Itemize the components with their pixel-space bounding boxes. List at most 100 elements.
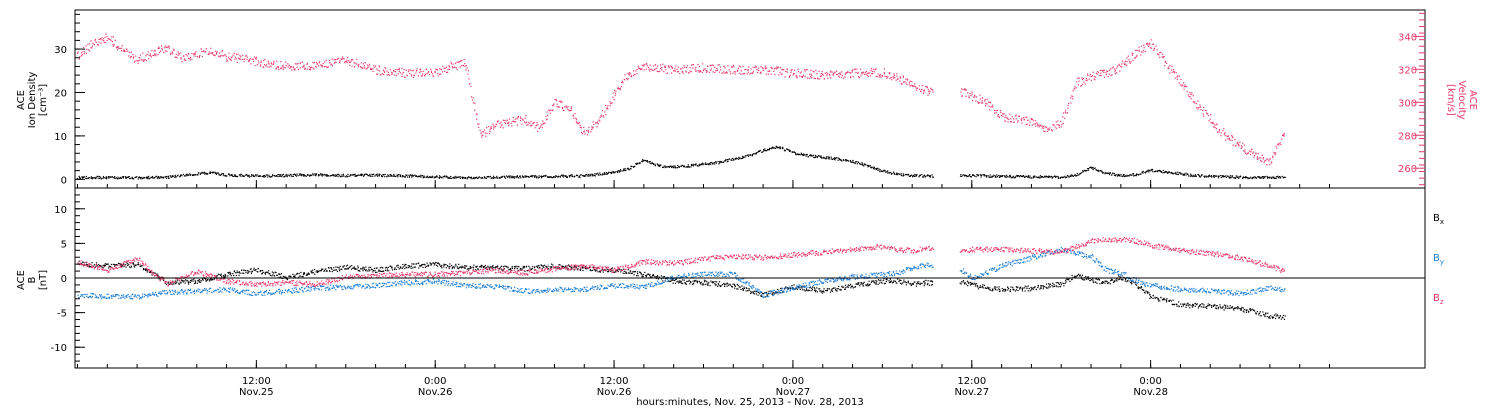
- data-point: [134, 176, 136, 179]
- data-point: [903, 174, 905, 176]
- data-point: [451, 66, 453, 68]
- data-point: [762, 293, 765, 295]
- data-point: [455, 62, 457, 64]
- data-point: [246, 56, 248, 58]
- data-point: [374, 66, 376, 68]
- data-point: [423, 175, 425, 177]
- data-point: [775, 147, 777, 150]
- data-point: [729, 71, 731, 73]
- data-point: [860, 163, 862, 165]
- data-point: [1277, 143, 1279, 145]
- data-point: [719, 162, 721, 164]
- data-point: [762, 148, 765, 151]
- data-point: [710, 163, 712, 165]
- data-point: [502, 127, 504, 129]
- data-point: [389, 74, 391, 76]
- data-point: [830, 71, 832, 73]
- data-point: [334, 61, 336, 63]
- data-point: [690, 281, 692, 283]
- data-point: [637, 271, 639, 273]
- data-point: [1146, 170, 1148, 172]
- data-point: [594, 175, 596, 177]
- data-point: [796, 288, 798, 290]
- data-point: [770, 66, 772, 68]
- data-point: [317, 174, 320, 176]
- data-point: [801, 76, 803, 78]
- data-point: [1086, 276, 1089, 278]
- data-point: [117, 176, 119, 178]
- data-point: [847, 160, 850, 162]
- data-point: [353, 267, 355, 269]
- data-point: [1091, 167, 1093, 169]
- data-point: [1148, 169, 1150, 172]
- data-point: [208, 172, 210, 174]
- data-point: [999, 288, 1001, 291]
- data-point: [448, 66, 450, 68]
- data-point: [486, 268, 488, 271]
- data-point: [108, 38, 110, 40]
- data-point: [1243, 144, 1245, 146]
- data-point: [989, 174, 991, 176]
- data-point: [632, 74, 635, 77]
- data-point: [802, 286, 804, 288]
- data-point: [437, 73, 439, 75]
- data-point: [792, 74, 794, 76]
- data-point: [276, 60, 278, 62]
- data-point: [881, 282, 883, 284]
- data-point: [859, 163, 861, 165]
- data-point: [890, 281, 892, 283]
- data-point: [517, 177, 519, 179]
- data-point: [863, 165, 865, 167]
- data-point: [614, 271, 617, 273]
- data-point: [1213, 176, 1215, 178]
- data-point: [1151, 169, 1153, 171]
- data-point: [119, 177, 121, 179]
- data-point: [380, 174, 383, 177]
- data-point: [739, 72, 741, 74]
- data-point: [871, 280, 873, 282]
- data-point: [515, 265, 517, 267]
- data-point: [1072, 95, 1074, 98]
- data-point: [1105, 72, 1107, 74]
- data-point: [1186, 91, 1188, 93]
- data-point: [327, 66, 330, 68]
- data-point: [290, 174, 293, 176]
- data-point: [1261, 177, 1263, 179]
- data-point: [846, 71, 848, 73]
- data-point: [716, 281, 718, 283]
- data-point: [91, 262, 93, 264]
- data-point: [504, 175, 506, 177]
- data-point: [198, 56, 201, 59]
- data-point: [386, 268, 389, 270]
- data-point: [262, 66, 264, 68]
- data-point: [365, 266, 367, 268]
- data-point: [287, 278, 289, 280]
- data-point: [432, 73, 434, 75]
- data-point: [521, 118, 524, 120]
- data-point: [538, 127, 540, 129]
- data-point: [1222, 176, 1224, 178]
- data-point: [149, 53, 152, 55]
- data-point: [201, 50, 203, 53]
- data-point: [755, 152, 757, 154]
- data-point: [128, 51, 130, 53]
- data-point: [1111, 74, 1113, 76]
- data-point: [420, 75, 422, 77]
- data-point: [1261, 176, 1263, 178]
- data-point: [1131, 174, 1133, 176]
- data-point: [896, 173, 898, 175]
- data-point: [475, 269, 477, 271]
- data-point: [277, 176, 279, 178]
- data-point: [304, 175, 306, 177]
- data-point: [1240, 147, 1242, 149]
- data-point: [1038, 177, 1040, 179]
- data-point: [867, 166, 869, 168]
- data-point: [961, 281, 963, 283]
- data-point: [762, 67, 764, 69]
- data-point: [299, 173, 302, 175]
- data-point: [449, 177, 451, 179]
- data-point: [992, 106, 994, 108]
- data-point: [1062, 112, 1065, 114]
- data-point: [552, 109, 554, 111]
- data-point: [760, 295, 762, 297]
